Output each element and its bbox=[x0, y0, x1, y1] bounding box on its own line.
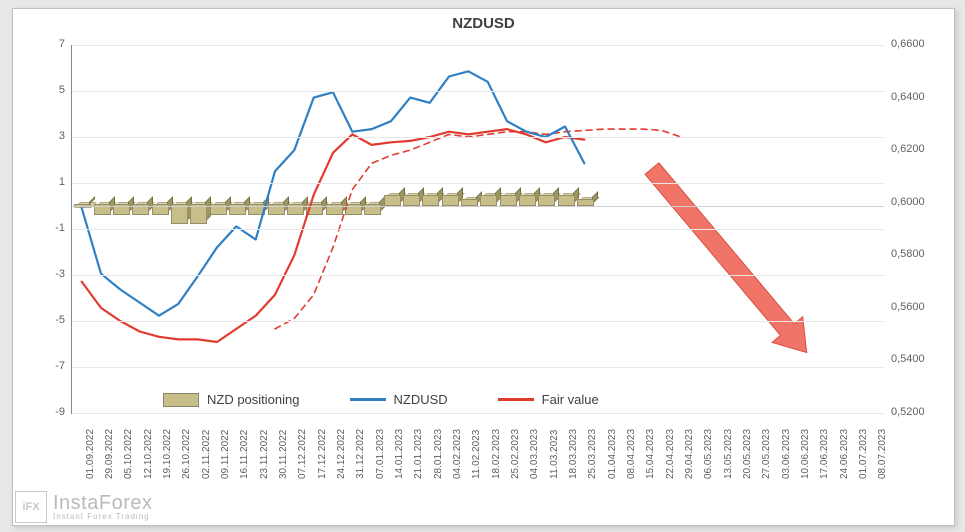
x-tick-label: 28.01.2023 bbox=[433, 429, 444, 479]
gridline bbox=[72, 413, 884, 414]
legend: NZD positioning NZDUSD Fair value bbox=[163, 392, 599, 407]
x-tick-label: 11.03.2023 bbox=[549, 430, 560, 479]
gridline bbox=[72, 367, 884, 368]
x-tick-label: 10.06.2023 bbox=[800, 429, 811, 479]
x-tick-label: 08.04.2023 bbox=[626, 429, 637, 479]
x-tick-label: 23.11.2022 bbox=[259, 430, 270, 479]
y-right-tick-label: 0,5400 bbox=[891, 353, 925, 365]
legend-label: NZD positioning bbox=[207, 392, 300, 407]
x-tick-label: 16.11.2022 bbox=[239, 430, 250, 479]
gridline bbox=[72, 229, 884, 230]
gridline bbox=[72, 275, 884, 276]
legend-item: NZDUSD bbox=[350, 392, 448, 407]
x-tick-label: 19.10.2022 bbox=[162, 429, 173, 479]
y-right-tick-label: 0,5200 bbox=[891, 406, 925, 418]
x-tick-label: 01.07.2023 bbox=[858, 429, 869, 479]
gridline bbox=[72, 45, 884, 46]
x-tick-label: 31.12.2022 bbox=[355, 429, 366, 479]
x-tick-label: 18.02.2023 bbox=[491, 429, 502, 479]
x-tick-label: 29.04.2023 bbox=[684, 429, 695, 479]
instaforex-logo-icon: iFX bbox=[15, 491, 47, 523]
x-tick-label: 17.12.2022 bbox=[317, 429, 328, 479]
legend-label: NZDUSD bbox=[394, 392, 448, 407]
fair-value-line bbox=[82, 129, 585, 342]
watermark-brand: InstaForex bbox=[53, 493, 152, 513]
x-tick-label: 18.03.2023 bbox=[568, 429, 579, 479]
chart-container: NZDUSD -9 -7 -5 -3 -1 1 3 5 7 0,5200 0,5400 0,5600… bbox=[12, 8, 955, 526]
watermark: iFX InstaForex Instant Forex Trading bbox=[15, 491, 152, 523]
y-left-tick-label: 1 bbox=[39, 176, 65, 188]
x-tick-label: 29.09.2022 bbox=[104, 429, 115, 479]
x-tick-label: 27.05.2023 bbox=[761, 429, 772, 479]
x-tick-label: 07.12.2022 bbox=[297, 429, 308, 479]
y-right-tick-label: 0,6600 bbox=[891, 38, 925, 50]
legend-swatch-rect bbox=[163, 393, 199, 407]
x-tick-label: 05.10.2022 bbox=[123, 429, 134, 479]
x-tick-label: 07.01.2023 bbox=[375, 429, 386, 479]
y-left-tick-label: -7 bbox=[39, 360, 65, 372]
x-tick-label: 26.10.2022 bbox=[181, 429, 192, 479]
x-tick-label: 03.06.2023 bbox=[781, 429, 792, 479]
x-tick-label: 08.07.2023 bbox=[877, 429, 888, 479]
x-tick-label: 25.03.2023 bbox=[587, 429, 598, 479]
x-tick-label: 04.03.2023 bbox=[529, 429, 540, 479]
y-left-tick-label: -5 bbox=[39, 314, 65, 326]
chart-title: NZDUSD bbox=[13, 15, 954, 32]
x-tick-label: 09.11.2022 bbox=[220, 430, 231, 479]
x-tick-label: 01.09.2022 bbox=[85, 429, 96, 479]
legend-label: Fair value bbox=[542, 392, 599, 407]
gridline bbox=[72, 183, 884, 184]
gridline bbox=[72, 321, 884, 322]
watermark-text: InstaForex Instant Forex Trading bbox=[53, 493, 152, 521]
zero-line bbox=[72, 206, 884, 207]
x-tick-label: 30.11.2022 bbox=[278, 430, 289, 479]
y-right-tick-label: 0,6000 bbox=[891, 196, 925, 208]
x-tick-label: 04.02.2023 bbox=[452, 429, 463, 479]
x-tick-label: 02.11.2022 bbox=[201, 430, 212, 479]
x-tick-label: 24.06.2023 bbox=[839, 429, 850, 479]
x-tick-label: 11.02.2023 bbox=[471, 430, 482, 479]
legend-swatch-line bbox=[350, 398, 386, 401]
y-left-tick-label: -3 bbox=[39, 268, 65, 280]
y-right-tick-label: 0,5600 bbox=[891, 301, 925, 313]
y-right-tick-label: 0,6400 bbox=[891, 91, 925, 103]
x-tick-label: 20.05.2023 bbox=[742, 429, 753, 479]
x-tick-label: 13.05.2023 bbox=[723, 429, 734, 479]
y-right-tick-label: 0,5800 bbox=[891, 248, 925, 260]
gridline bbox=[72, 137, 884, 138]
nzdusd-line bbox=[82, 71, 585, 315]
x-tick-label: 24.12.2022 bbox=[336, 429, 347, 479]
x-tick-label: 06.05.2023 bbox=[703, 429, 714, 479]
x-tick-label: 14.01.2023 bbox=[394, 429, 405, 479]
y-left-tick-label: 3 bbox=[39, 130, 65, 142]
x-tick-label: 17.06.2023 bbox=[819, 429, 830, 479]
x-tick-label: 12.10.2022 bbox=[143, 429, 154, 479]
watermark-tagline: Instant Forex Trading bbox=[53, 513, 152, 521]
x-tick-label: 22.04.2023 bbox=[665, 429, 676, 479]
x-tick-label: 25.02.2023 bbox=[510, 429, 521, 479]
y-left-tick-label: 5 bbox=[39, 84, 65, 96]
y-left-tick-label: -9 bbox=[39, 406, 65, 418]
y-left-tick-label: 7 bbox=[39, 38, 65, 50]
x-tick-label: 21.01.2023 bbox=[413, 429, 424, 479]
down-arrow-icon bbox=[645, 163, 807, 353]
plot-area bbox=[71, 45, 884, 414]
legend-item: NZD positioning bbox=[163, 392, 300, 407]
y-right-tick-label: 0,6200 bbox=[891, 143, 925, 155]
gridline bbox=[72, 91, 884, 92]
x-tick-label: 15.04.2023 bbox=[645, 429, 656, 479]
legend-item: Fair value bbox=[498, 392, 599, 407]
x-tick-label: 01.04.2023 bbox=[607, 429, 618, 479]
y-left-tick-label: -1 bbox=[39, 222, 65, 234]
legend-swatch-line bbox=[498, 398, 534, 401]
